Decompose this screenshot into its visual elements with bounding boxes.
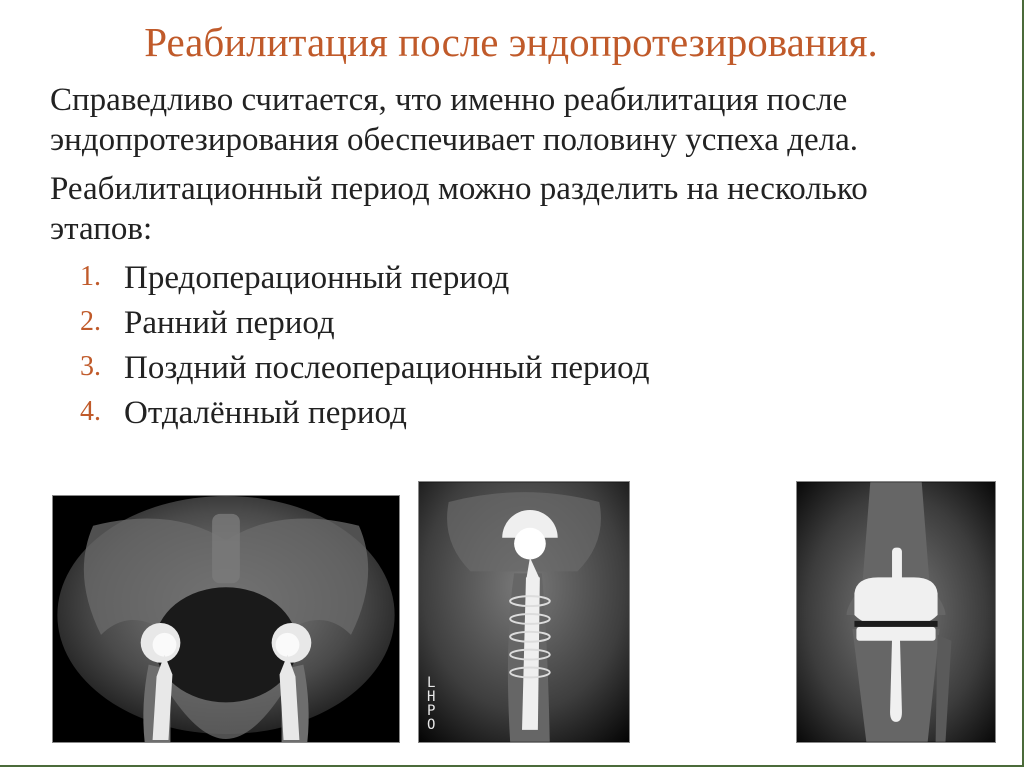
xray-knee xyxy=(796,481,996,743)
slide-title: Реабилитация после эндопротезирования. xyxy=(50,18,972,66)
xray-knee-svg xyxy=(797,482,995,742)
xray-pelvis xyxy=(52,495,400,743)
period-item-2: Ранний период xyxy=(80,302,972,345)
xray-images-row: LHPO xyxy=(52,481,1002,743)
intro-paragraph: Справедливо считается, что именно реабил… xyxy=(50,80,972,161)
slide: Реабилитация после эндопротезирования. С… xyxy=(0,0,1024,767)
period-item-4: Отдалённый период xyxy=(80,392,972,435)
xray-marker: LHPO xyxy=(427,676,435,732)
xray-pelvis-svg xyxy=(53,496,399,742)
stages-lead: Реабилитационный период можно разделить … xyxy=(50,169,972,250)
xray-femur: LHPO xyxy=(418,481,630,743)
xray-femur-svg xyxy=(419,482,629,742)
period-item-1: Предоперационный период xyxy=(80,257,972,300)
periods-list: Предоперационный период Ранний период По… xyxy=(80,257,972,435)
period-item-3: Поздний послеоперационный период xyxy=(80,347,972,390)
